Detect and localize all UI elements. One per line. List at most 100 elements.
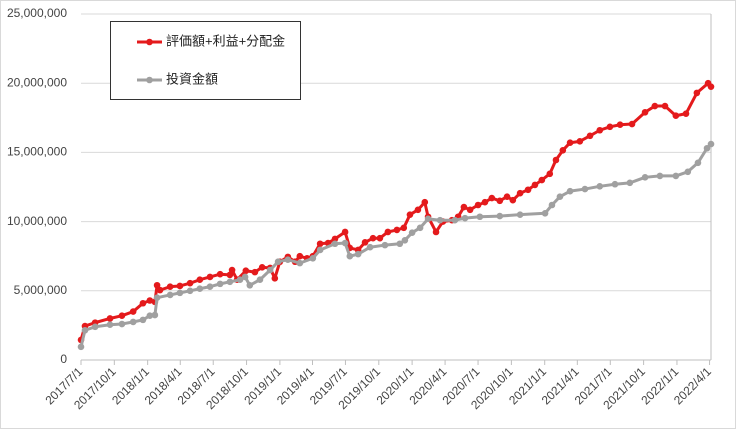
y-tick-label: 25,000,000 xyxy=(7,6,67,20)
data-point xyxy=(707,83,715,90)
data-point xyxy=(656,172,664,180)
data-point xyxy=(118,312,126,320)
data-point xyxy=(611,180,619,188)
data-point xyxy=(166,291,174,299)
data-point xyxy=(384,228,392,236)
data-point xyxy=(432,228,440,236)
data-point xyxy=(316,246,324,254)
data-point xyxy=(216,270,224,278)
data-point xyxy=(258,263,266,271)
data-point xyxy=(672,172,680,180)
data-point xyxy=(408,229,416,236)
data-point xyxy=(381,241,389,249)
data-point xyxy=(309,254,317,262)
data-point xyxy=(146,297,154,304)
data-point xyxy=(476,213,484,221)
data-point xyxy=(228,266,236,274)
data-point xyxy=(206,273,214,281)
data-point xyxy=(153,294,161,302)
data-point xyxy=(151,311,159,319)
y-tick-label: 20,000,000 xyxy=(7,75,67,89)
data-point xyxy=(196,276,204,284)
data-point xyxy=(401,236,409,244)
data-point xyxy=(256,276,264,284)
data-point xyxy=(596,126,604,134)
data-point xyxy=(146,312,154,320)
data-point xyxy=(166,283,174,290)
data-point xyxy=(186,279,194,287)
data-point xyxy=(296,252,304,260)
data-point xyxy=(369,234,377,242)
data-point xyxy=(503,193,511,200)
data-point xyxy=(556,193,564,200)
data-point xyxy=(376,234,384,242)
y-tick-label: 0 xyxy=(60,352,67,366)
data-point xyxy=(396,240,404,248)
data-point xyxy=(694,159,702,167)
data-point xyxy=(226,278,234,286)
legend-marker xyxy=(146,38,153,46)
data-point xyxy=(139,316,147,324)
data-point xyxy=(524,186,532,194)
data-point xyxy=(481,198,489,206)
data-point xyxy=(576,138,584,145)
data-point xyxy=(684,168,692,176)
data-point xyxy=(707,140,715,148)
data-point xyxy=(361,239,369,246)
data-point xyxy=(346,252,354,260)
data-point xyxy=(596,183,604,190)
data-point xyxy=(566,139,574,147)
data-point xyxy=(466,206,474,214)
data-point xyxy=(316,240,324,248)
data-point xyxy=(559,147,567,154)
data-point xyxy=(641,108,649,116)
data-point xyxy=(496,197,504,205)
data-point xyxy=(509,196,517,204)
legend-box xyxy=(110,21,301,100)
data-point xyxy=(626,179,634,187)
data-point xyxy=(176,289,184,297)
data-point xyxy=(129,308,137,315)
data-point xyxy=(118,320,126,328)
data-point xyxy=(566,187,574,195)
y-tick-label: 5,000,000 xyxy=(14,283,68,297)
data-point xyxy=(341,228,349,236)
data-point xyxy=(436,216,444,224)
data-point xyxy=(153,281,161,289)
y-tick-label: 15,000,000 xyxy=(7,145,67,159)
legend-label: 投資金額 xyxy=(166,71,218,86)
data-point xyxy=(296,259,304,267)
data-point xyxy=(451,216,459,224)
data-point xyxy=(400,224,408,232)
data-point xyxy=(606,123,614,131)
data-point xyxy=(91,323,99,331)
data-point xyxy=(242,267,250,275)
data-point xyxy=(196,285,204,293)
data-point xyxy=(541,209,549,217)
legend-marker xyxy=(146,76,153,84)
data-point xyxy=(424,215,432,223)
data-point xyxy=(236,276,244,284)
data-point xyxy=(586,132,594,140)
data-point xyxy=(661,102,669,110)
data-point xyxy=(241,273,249,281)
data-point xyxy=(516,211,524,218)
data-point xyxy=(251,268,259,276)
data-point xyxy=(266,266,274,274)
data-point xyxy=(416,224,424,232)
data-point xyxy=(651,102,659,110)
data-point xyxy=(406,211,414,218)
data-point xyxy=(354,250,362,258)
data-point xyxy=(682,110,690,117)
data-point xyxy=(156,286,164,294)
data-point xyxy=(581,185,589,193)
data-point xyxy=(139,299,147,307)
data-point xyxy=(516,189,524,197)
data-point xyxy=(284,256,292,263)
data-point xyxy=(531,181,539,189)
data-point xyxy=(488,194,496,202)
data-point xyxy=(186,287,194,295)
data-point xyxy=(672,112,680,120)
